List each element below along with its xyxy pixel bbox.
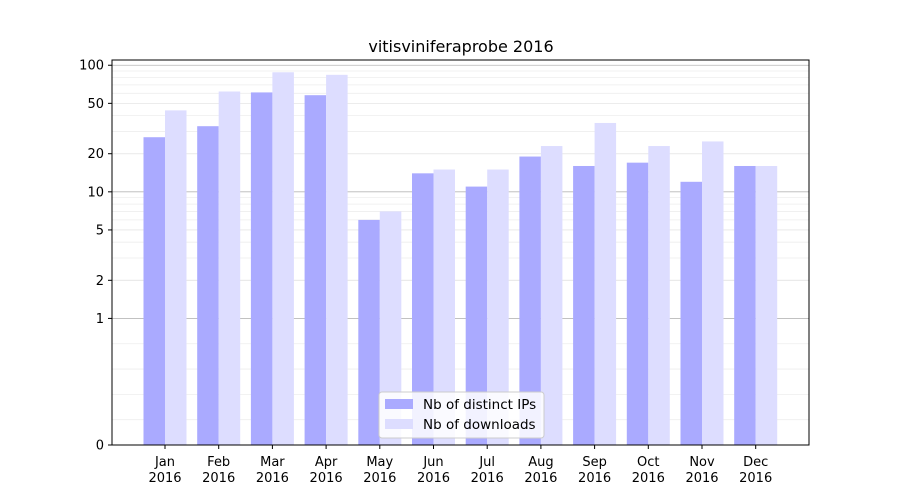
bar-distinct-ips <box>465 186 488 446</box>
y-tick-label: 10 <box>87 185 104 200</box>
x-tick-label-month: Mar <box>260 455 285 470</box>
x-tick-label-month: Jan <box>154 455 175 470</box>
bar-downloads <box>594 122 617 445</box>
x-tick-label-month: Feb <box>207 455 230 470</box>
x-tick-label-month: Sep <box>582 455 607 470</box>
x-tick-label-year: 2016 <box>256 471 289 486</box>
bar-downloads <box>755 165 778 446</box>
bar-distinct-ips <box>734 165 756 446</box>
bar-distinct-ips <box>197 126 219 446</box>
y-tick-label: 2 <box>96 274 104 289</box>
bar-distinct-ips <box>519 156 541 446</box>
legend-box <box>378 391 545 439</box>
x-tick-label-year: 2016 <box>310 471 343 486</box>
bar-downloads <box>433 169 455 445</box>
bar-downloads <box>702 141 724 445</box>
x-tick-label-month: Dec <box>743 455 768 470</box>
bar-downloads <box>272 72 294 446</box>
x-tick-label-year: 2016 <box>632 471 665 486</box>
bar-distinct-ips <box>573 165 595 446</box>
bar-distinct-ips <box>680 181 702 445</box>
legend-swatch <box>385 399 413 409</box>
x-tick-label-month: Jul <box>478 455 495 470</box>
x-tick-label-year: 2016 <box>471 471 504 486</box>
bar-downloads <box>540 146 563 445</box>
x-tick-label-year: 2016 <box>524 471 557 486</box>
bars <box>143 72 778 446</box>
bar-distinct-ips <box>626 162 649 445</box>
bar-downloads <box>487 169 509 445</box>
x-tick-label-year: 2016 <box>202 471 235 486</box>
axes: 0125102050100Jan2016Feb2016Mar2016Apr201… <box>79 59 772 486</box>
bar-distinct-ips <box>304 95 327 445</box>
legend: Nb of distinct IPs Nb of downloads <box>378 391 545 439</box>
plot-area <box>111 59 810 446</box>
bar-distinct-ips <box>358 219 380 445</box>
y-tick-label: 0 <box>96 439 104 454</box>
x-tick-label-month: Nov <box>689 455 715 470</box>
legend-label: Nb of downloads <box>423 417 536 433</box>
x-tick-label-year: 2016 <box>417 471 450 486</box>
bar-downloads <box>326 74 348 445</box>
bar-downloads <box>218 91 241 445</box>
bar-downloads <box>379 211 402 445</box>
y-tick-label: 5 <box>96 223 104 238</box>
legend-label: Nb of distinct IPs <box>423 397 536 413</box>
bar-distinct-ips <box>250 92 273 446</box>
x-tick-label-month: Oct <box>637 455 659 470</box>
y-tick-label: 100 <box>79 59 104 74</box>
legend-swatch <box>385 419 413 429</box>
x-tick-label-month: Jun <box>422 455 443 470</box>
x-tick-label-year: 2016 <box>578 471 611 486</box>
x-tick-label-year: 2016 <box>148 471 181 486</box>
y-tick-label: 1 <box>96 312 104 327</box>
x-tick-label-month: Apr <box>315 455 338 470</box>
y-tick-label: 20 <box>87 147 104 162</box>
bar-distinct-ips <box>143 137 165 446</box>
y-tick-label: 50 <box>87 97 104 112</box>
bar-distinct-ips <box>412 173 434 445</box>
x-tick-label-year: 2016 <box>739 471 772 486</box>
x-tick-label-year: 2016 <box>363 471 396 486</box>
x-tick-label-month: Aug <box>528 455 553 470</box>
bar-downloads <box>165 110 187 445</box>
bar-downloads <box>648 146 670 445</box>
chart-title: vitisviniferaprobe 2016 <box>368 37 553 56</box>
x-tick-label-month: May <box>366 455 393 470</box>
x-tick-label-year: 2016 <box>685 471 718 486</box>
